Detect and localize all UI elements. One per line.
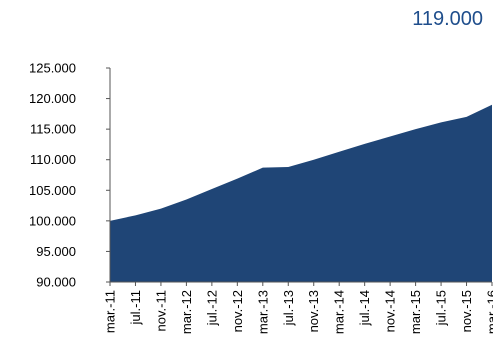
y-tick-label: 110.000: [30, 152, 76, 167]
series-area: [110, 104, 492, 282]
y-tick-label: 105.000: [29, 183, 76, 198]
y-tick-label: 95.000: [36, 244, 76, 259]
headline-value: 119.000: [412, 8, 483, 30]
x-tick-label: nov.-11: [153, 290, 168, 331]
x-tick-label: nov.-13: [306, 290, 321, 332]
x-tick-label: mar.-14: [332, 290, 347, 334]
y-tick-label: 120.000: [29, 91, 76, 106]
x-tick-label: mar.-15: [408, 290, 423, 334]
x-tick-label: jul.-13: [281, 290, 296, 326]
y-tick-label: 90.000: [36, 275, 76, 290]
x-tick-label: mar.-16: [485, 290, 493, 334]
y-tick-label: 115.000: [30, 122, 76, 137]
x-tick-label: jul.-12: [204, 290, 219, 326]
x-tick-label: nov.-15: [459, 290, 474, 332]
x-tick-label: jul.-15: [434, 290, 449, 326]
x-tick-label: jul.-11: [128, 290, 143, 325]
x-tick-label: nov.-12: [230, 290, 245, 332]
x-tick-label: mar.-11: [103, 290, 118, 333]
y-tick-label: 100.000: [29, 213, 76, 228]
x-tick-label: nov.-14: [383, 290, 398, 332]
x-tick-label: jul.-14: [357, 290, 372, 326]
x-tick-label: mar.-13: [255, 290, 270, 334]
y-tick-label: 125.000: [29, 61, 76, 76]
x-tick-label: mar.-12: [179, 290, 194, 334]
